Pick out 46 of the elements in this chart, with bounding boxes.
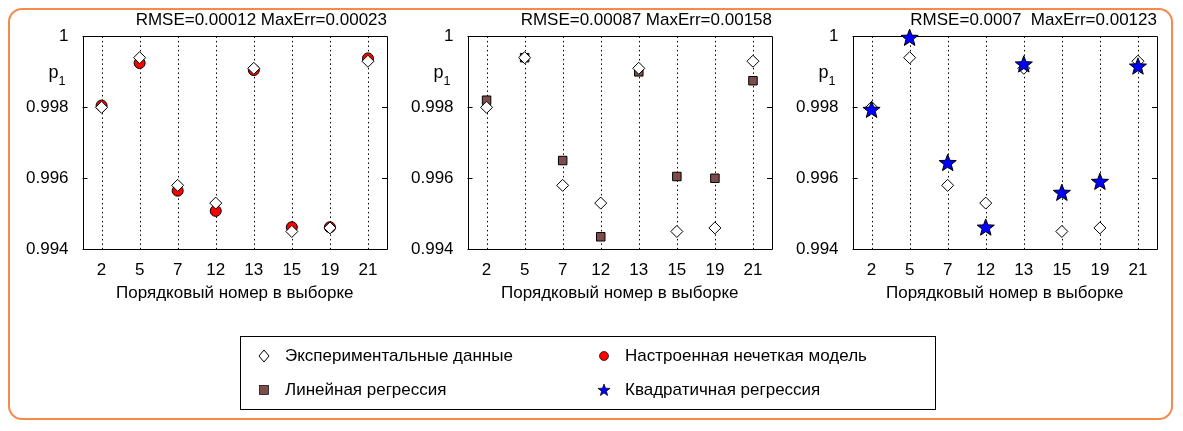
- x-axis-title: Порядковый номер в выборке: [116, 283, 354, 303]
- y-tick-label: 1: [59, 26, 69, 46]
- y-tick-label: 0.994: [410, 238, 454, 258]
- x-tick-label: 12: [206, 260, 226, 280]
- x-tick-label: 21: [743, 260, 763, 280]
- legend-label: Квадратичная регрессия: [625, 380, 821, 400]
- x-tick-label: 13: [244, 260, 264, 280]
- x-tick-label: 13: [629, 260, 649, 280]
- x-tick-label: 15: [1052, 260, 1072, 280]
- y-tick-label: 0.996: [25, 167, 69, 187]
- x-axis-title: Порядковый номер в выборке: [501, 283, 739, 303]
- y-tick-label: 0.996: [795, 167, 839, 187]
- chart-title: RMSE=0.00087 MaxErr=0.00158: [520, 9, 772, 29]
- x-tick-label: 7: [557, 260, 568, 280]
- x-tick-label: 7: [942, 260, 953, 280]
- y-tick-label: 0.994: [25, 238, 69, 258]
- x-tick-label: 5: [519, 260, 530, 280]
- x-tick-label: 7: [172, 260, 183, 280]
- y-tick-label: 1: [829, 26, 839, 46]
- legend-label: Линейная регрессия: [285, 380, 447, 400]
- x-tick-label: 5: [904, 260, 915, 280]
- x-tick-label: 2: [96, 260, 107, 280]
- chart-title: RMSE=0.00012 MaxErr=0.00023: [135, 9, 387, 29]
- x-tick-label: 12: [976, 260, 996, 280]
- x-tick-label: 12: [591, 260, 611, 280]
- y-tick-label: 1: [444, 26, 454, 46]
- y-tick-label: 0.996: [410, 167, 454, 187]
- x-tick-label: 2: [866, 260, 877, 280]
- y-tick-label: 0.994: [795, 238, 839, 258]
- y-tick-label: 0.998: [795, 97, 839, 117]
- x-tick-label: 19: [320, 260, 340, 280]
- chart-title: RMSE=0.0007 MaxErr=0.00123: [910, 9, 1157, 29]
- legend-label: Настроенная нечеткая модель: [625, 346, 867, 366]
- x-axis-title: Порядковый номер в выборке: [886, 283, 1124, 303]
- y-tick-label: 0.998: [410, 97, 454, 117]
- x-tick-label: 5: [134, 260, 145, 280]
- x-tick-label: 15: [282, 260, 302, 280]
- x-tick-label: 21: [358, 260, 378, 280]
- x-tick-label: 19: [1090, 260, 1110, 280]
- x-tick-label: 15: [667, 260, 687, 280]
- x-tick-label: 21: [1128, 260, 1148, 280]
- x-tick-label: 13: [1014, 260, 1034, 280]
- y-tick-label: 0.998: [25, 97, 69, 117]
- legend-label: Экспериментальные данные: [285, 346, 513, 366]
- x-tick-label: 2: [481, 260, 492, 280]
- x-tick-label: 19: [705, 260, 725, 280]
